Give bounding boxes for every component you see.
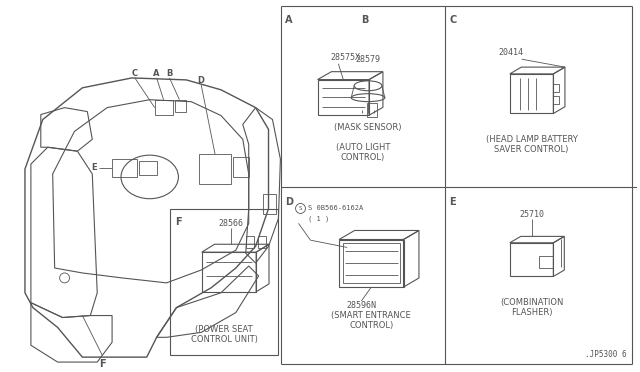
Bar (170, 209, 278, 355)
Text: SAVER CONTROL): SAVER CONTROL) (494, 145, 569, 154)
Text: CONTROL): CONTROL) (341, 153, 385, 162)
Text: ( 1 ): ( 1 ) (308, 215, 330, 222)
Text: S: S (299, 206, 302, 211)
Text: S 0B566-6162A: S 0B566-6162A (308, 205, 364, 211)
Text: C: C (449, 15, 457, 25)
Text: (MASK SENSOR): (MASK SENSOR) (334, 124, 402, 132)
Text: 25710: 25710 (519, 209, 544, 219)
Text: B: B (361, 15, 369, 25)
Text: A: A (285, 15, 292, 25)
Text: .JP5300 6: .JP5300 6 (586, 350, 627, 359)
Text: D: D (198, 76, 205, 85)
Text: 20414: 20414 (499, 48, 524, 57)
Text: F: F (175, 217, 182, 227)
Text: E: E (449, 196, 456, 206)
Text: 28579: 28579 (356, 55, 381, 64)
Text: E: E (92, 163, 97, 171)
Text: (POWER SEAT: (POWER SEAT (195, 326, 253, 334)
Text: C: C (132, 69, 138, 78)
Text: B: B (166, 69, 173, 78)
Text: 28596N: 28596N (346, 301, 376, 310)
Text: (COMBINATION: (COMBINATION (500, 298, 563, 307)
Text: 28566: 28566 (218, 219, 243, 228)
Text: D: D (285, 196, 292, 206)
Text: A: A (154, 69, 160, 78)
Text: (SMART ENTRANCE: (SMART ENTRANCE (332, 311, 412, 320)
Text: (AUTO LIGHT: (AUTO LIGHT (336, 143, 390, 152)
Text: 28575X: 28575X (330, 53, 360, 62)
Text: CONTROL): CONTROL) (349, 321, 394, 330)
Text: F: F (99, 359, 106, 369)
Text: (HEAD LAMP BATTERY: (HEAD LAMP BATTERY (486, 135, 577, 144)
Text: CONTROL UNIT): CONTROL UNIT) (191, 335, 257, 344)
Text: FLASHER): FLASHER) (511, 308, 552, 317)
